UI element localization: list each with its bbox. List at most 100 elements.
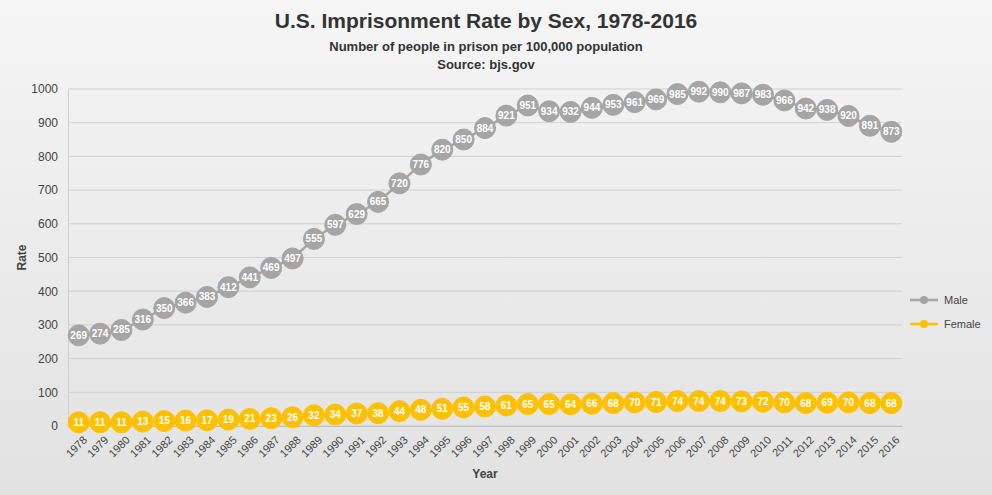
- x-tick-label: 1978: [63, 434, 89, 460]
- marker: [239, 408, 260, 429]
- marker: [496, 105, 517, 126]
- marker: [517, 95, 538, 116]
- marker: [517, 394, 538, 415]
- marker: [132, 309, 153, 330]
- x-tick-label: 1983: [170, 434, 196, 460]
- marker: [731, 391, 752, 412]
- data-label: 74: [672, 396, 684, 407]
- marker: [795, 98, 816, 119]
- data-label: 938: [819, 104, 836, 115]
- marker: [453, 129, 474, 150]
- y-tick-label: 100: [38, 386, 58, 400]
- data-label: 15: [159, 415, 171, 426]
- marker: [688, 81, 709, 102]
- x-tick: 2012: [790, 426, 816, 459]
- y-tick: 0: [51, 419, 68, 433]
- y-tick-label: 500: [38, 251, 58, 265]
- data-label: 68: [608, 398, 620, 409]
- data-label: 987: [733, 88, 750, 99]
- x-tick: 1994: [406, 426, 432, 459]
- data-label: 13: [137, 416, 149, 427]
- y-tick-label: 900: [38, 116, 58, 130]
- grid-line: [68, 156, 902, 157]
- x-tick-label: 2014: [833, 434, 859, 460]
- data-label: 34: [330, 409, 342, 420]
- data-label: 68: [800, 398, 812, 409]
- x-tick-label: 2002: [577, 434, 603, 460]
- marker: [432, 398, 453, 419]
- marker: [539, 101, 560, 122]
- grid-line: [68, 324, 902, 325]
- x-axis-title: Year: [472, 467, 498, 481]
- marker: [303, 405, 324, 426]
- x-tick-label: 2011: [770, 434, 795, 459]
- data-label: 38: [373, 408, 385, 419]
- data-label: 366: [177, 297, 194, 308]
- marker: [710, 82, 731, 103]
- data-label: 269: [70, 330, 87, 341]
- x-tick: 2003: [598, 426, 624, 459]
- marker: [325, 404, 346, 425]
- data-label: 665: [370, 196, 387, 207]
- x-tick: 1995: [427, 426, 453, 459]
- x-tick-label: 2015: [855, 434, 881, 460]
- data-label: 891: [862, 120, 879, 131]
- data-label: 441: [241, 272, 258, 283]
- grid-line: [68, 190, 902, 191]
- marker: [646, 89, 667, 110]
- x-tick: 1991: [341, 426, 367, 459]
- data-label: 11: [95, 417, 106, 428]
- x-tick-label: 1986: [234, 434, 260, 460]
- x-tick: 2006: [662, 426, 688, 459]
- x-tick: 1988: [277, 426, 303, 459]
- data-label: 469: [263, 262, 280, 273]
- y-tick: 100: [38, 386, 68, 400]
- y-tick: 500: [38, 251, 68, 265]
- data-label: 776: [413, 159, 430, 170]
- x-tick-label: 1980: [106, 434, 132, 460]
- marker: [389, 401, 410, 422]
- data-labels: 2692742853163503663834124414694975555976…: [70, 86, 900, 428]
- x-tick-label: 1993: [384, 434, 410, 460]
- marker: [282, 407, 303, 428]
- grid-line: [68, 291, 902, 292]
- grid: [68, 89, 902, 426]
- legend-entry: Female: [910, 318, 981, 330]
- data-label: 873: [883, 126, 900, 137]
- marker: [667, 84, 688, 105]
- legend-marker: [920, 320, 928, 328]
- data-label: 285: [113, 324, 130, 335]
- y-tick-label: 1000: [31, 82, 58, 96]
- x-axis: 1978197919801981198219831984198519861987…: [63, 426, 902, 459]
- marker: [68, 325, 89, 346]
- x-tick: 1998: [491, 426, 517, 459]
- data-label: 64: [565, 399, 577, 410]
- x-tick-label: 1979: [85, 434, 111, 460]
- marker: [346, 403, 367, 424]
- data-label: 942: [797, 103, 814, 114]
- marker: [817, 392, 838, 413]
- marker: [817, 99, 838, 120]
- marker: [667, 391, 688, 412]
- data-label: 983: [755, 89, 772, 100]
- marker: [560, 394, 581, 415]
- marker: [175, 410, 196, 431]
- marker: [496, 395, 517, 416]
- marker: [859, 115, 880, 136]
- marker: [90, 323, 111, 344]
- marker: [68, 412, 89, 433]
- data-label: 65: [544, 399, 556, 410]
- marker: [881, 121, 902, 142]
- x-tick-label: 1999: [512, 434, 538, 460]
- marker: [325, 214, 346, 235]
- y-tick-label: 400: [38, 285, 58, 299]
- data-label: 55: [458, 402, 470, 413]
- series-line: [79, 92, 892, 336]
- data-label: 68: [864, 398, 876, 409]
- data-label: 969: [648, 94, 665, 105]
- x-tick: 1996: [448, 426, 474, 459]
- marker: [838, 392, 859, 413]
- marker: [154, 298, 175, 319]
- x-tick-label: 2016: [876, 434, 902, 460]
- x-tick-label: 1990: [320, 434, 346, 460]
